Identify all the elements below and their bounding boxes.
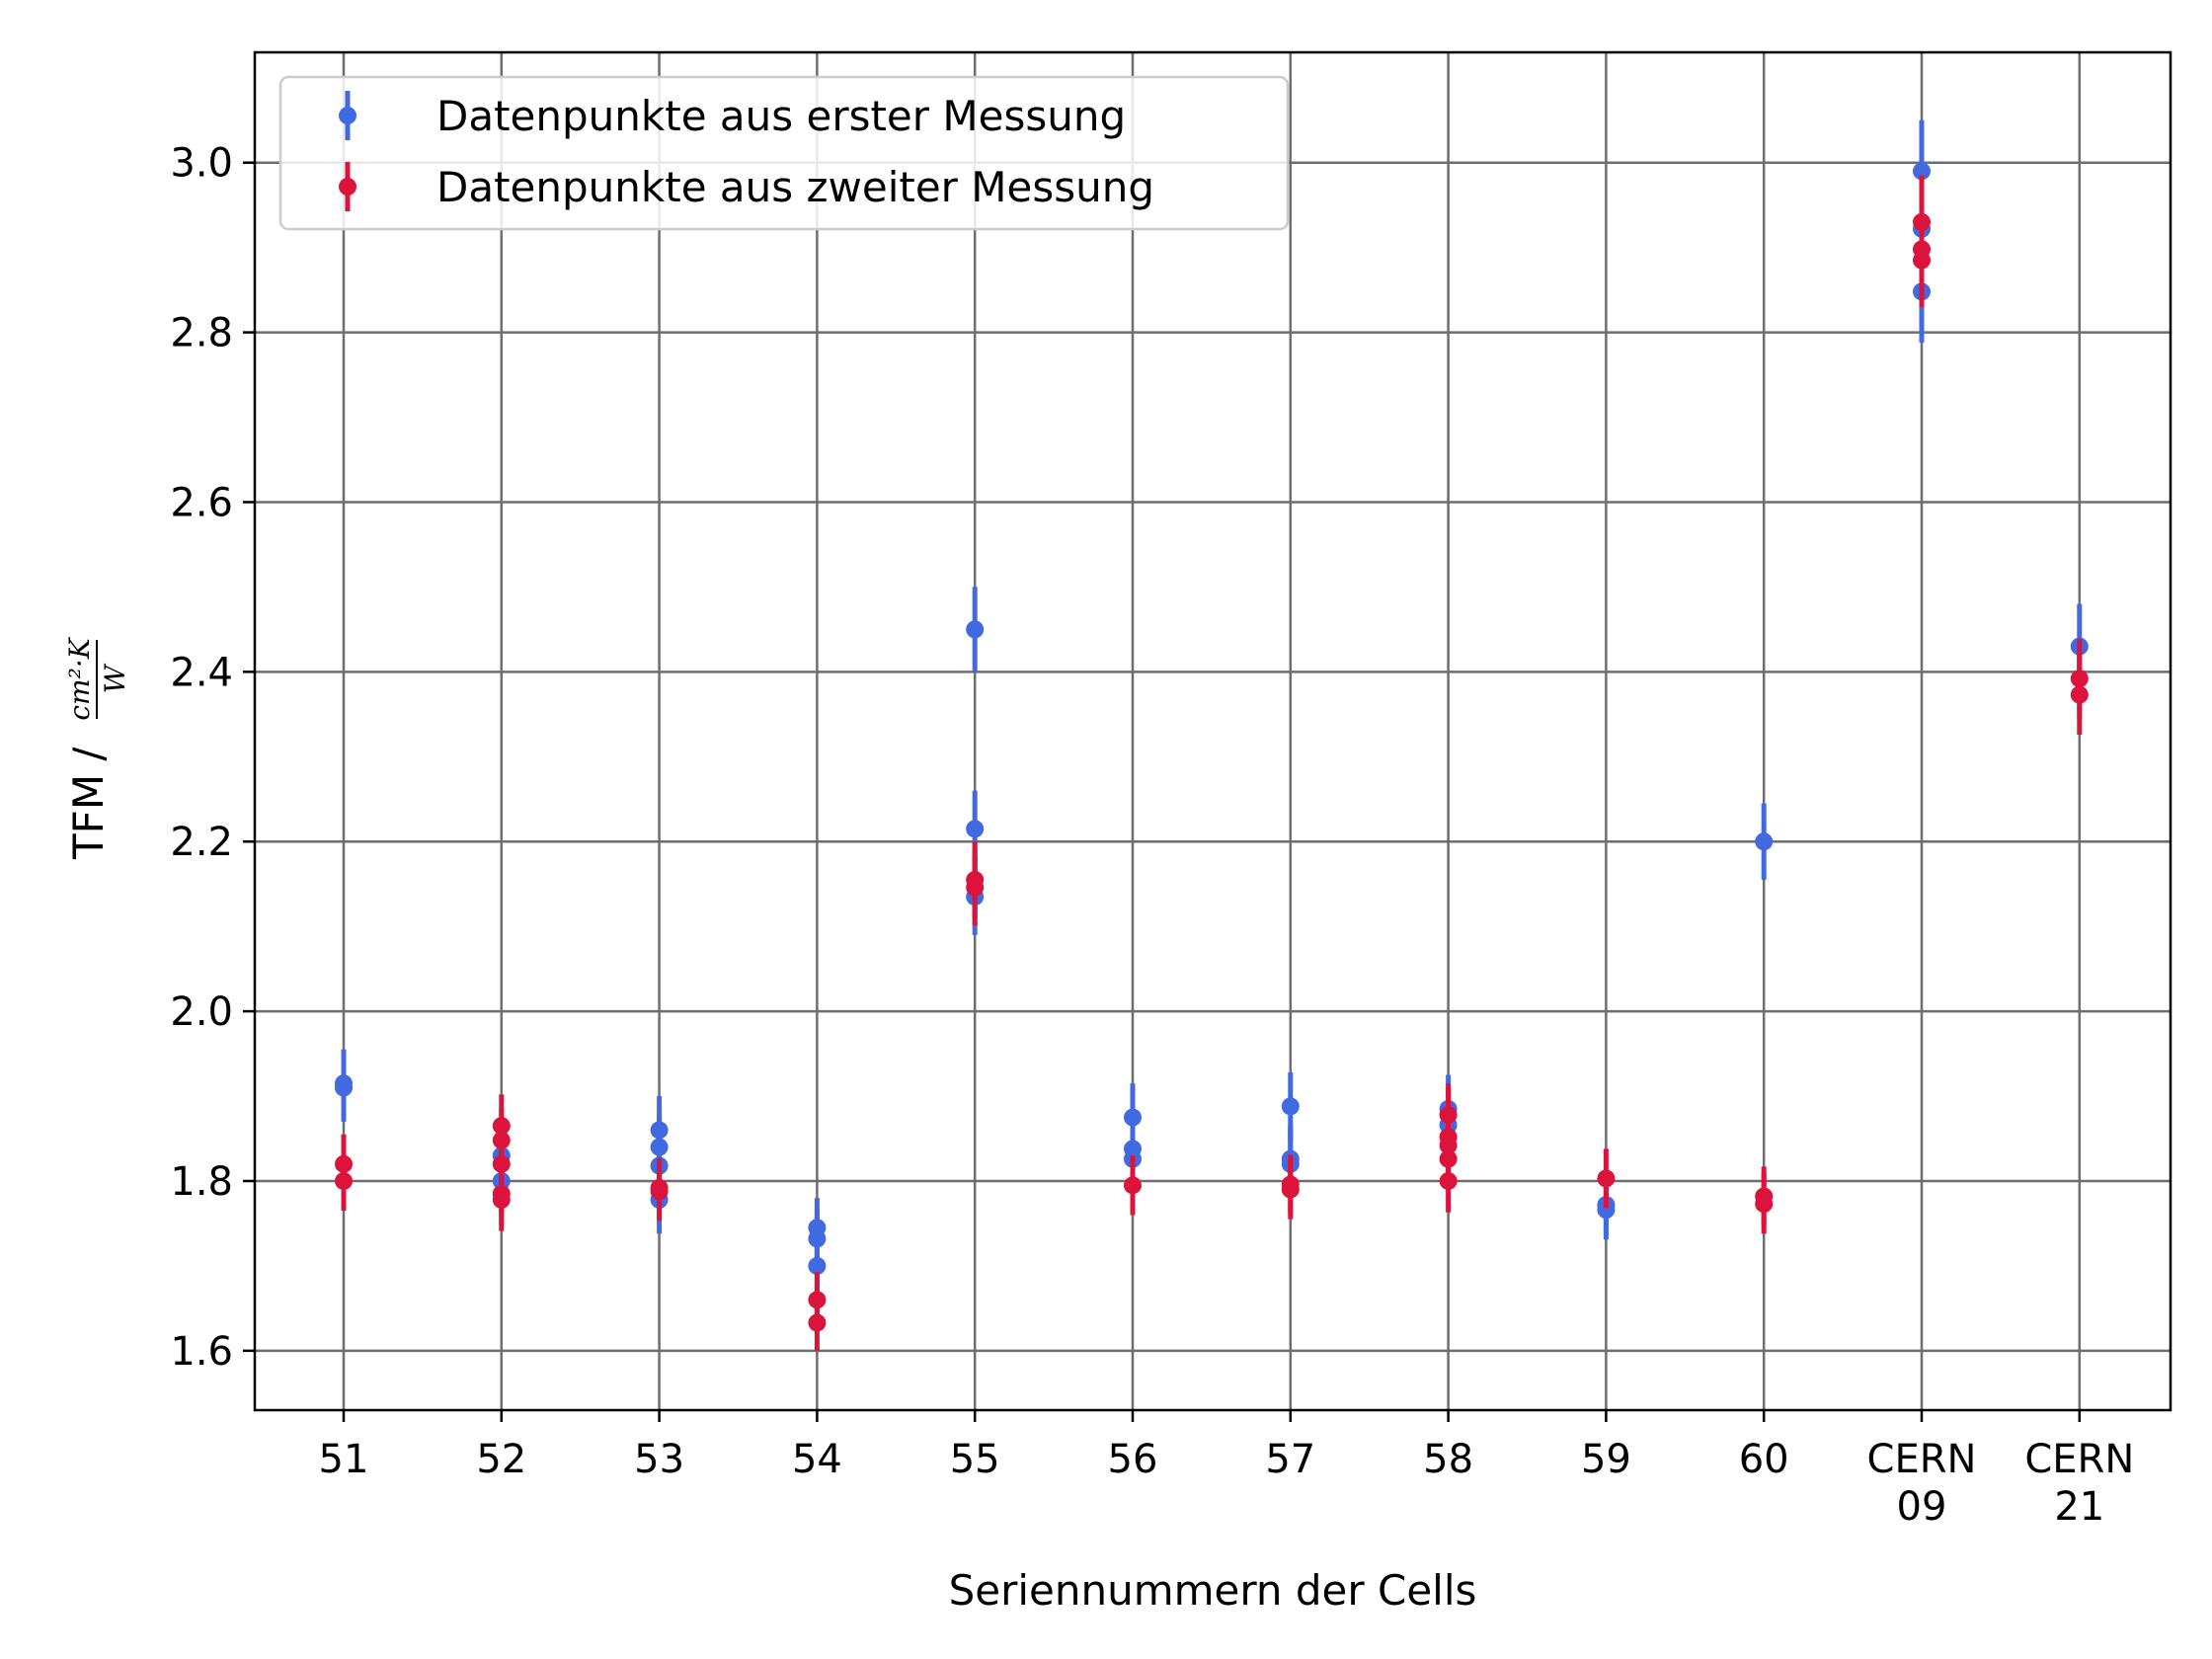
x-tick-label: 51 bbox=[319, 1437, 369, 1482]
data-point bbox=[335, 1154, 353, 1173]
data-point bbox=[808, 1256, 827, 1275]
data-point bbox=[808, 1291, 827, 1309]
x-tick-label-line: 59 bbox=[1581, 1437, 1631, 1482]
data-point bbox=[1755, 1195, 1774, 1214]
x-tick-label: 60 bbox=[1739, 1437, 1789, 1482]
x-tick-label-line: 57 bbox=[1265, 1437, 1315, 1482]
data-point bbox=[1439, 1105, 1458, 1124]
y-axis-unit-denominator: W bbox=[99, 663, 131, 693]
legend-marker bbox=[339, 178, 356, 196]
data-point bbox=[1439, 1171, 1458, 1190]
x-tick-label: 54 bbox=[792, 1437, 842, 1482]
data-point bbox=[1124, 1176, 1142, 1195]
x-tick-label-line: 52 bbox=[476, 1437, 526, 1482]
data-point bbox=[1755, 832, 1774, 851]
y-axis-label-text: TFM / bbox=[64, 747, 113, 860]
legend: Datenpunkte aus erster Messung Datenpunkt… bbox=[278, 75, 1290, 231]
grid bbox=[255, 52, 2171, 1410]
x-tick-label-line: 55 bbox=[950, 1437, 1000, 1482]
x-tick-label-line: 51 bbox=[319, 1437, 369, 1482]
legend-marker bbox=[339, 107, 356, 124]
series-2 bbox=[335, 175, 2089, 1351]
data-point bbox=[1439, 1149, 1458, 1168]
x-tick-label-line: 60 bbox=[1739, 1437, 1789, 1482]
data-point bbox=[1439, 1136, 1458, 1154]
data-point bbox=[1281, 1097, 1300, 1116]
x-tick-label: CERN 09 bbox=[1867, 1437, 1977, 1530]
legend-label: Datenpunkte aus erster Messung bbox=[436, 92, 1126, 140]
data-point bbox=[1124, 1108, 1142, 1127]
x-tick-label: 57 bbox=[1265, 1437, 1315, 1482]
x-tick-label-line: 21 bbox=[2054, 1484, 2104, 1530]
data-point bbox=[650, 1138, 669, 1156]
data-point bbox=[808, 1229, 827, 1248]
legend-box bbox=[278, 75, 1290, 231]
data-point bbox=[808, 1313, 827, 1332]
x-tick-label: 59 bbox=[1581, 1437, 1631, 1482]
x-axis-label: Seriennummern der Cells bbox=[949, 1566, 1477, 1615]
x-tick-label: 53 bbox=[634, 1437, 684, 1482]
data-point bbox=[650, 1182, 669, 1201]
x-tick-label: 56 bbox=[1108, 1437, 1158, 1482]
data-point bbox=[492, 1190, 511, 1209]
data-point bbox=[1913, 212, 1931, 231]
y-tick-label: 1.6 bbox=[170, 1329, 233, 1375]
legend-entry-1: Datenpunkte aus erster Messung bbox=[339, 91, 1126, 140]
data-point bbox=[2070, 670, 2089, 688]
x-tick-label-line: 56 bbox=[1108, 1437, 1158, 1482]
x-tick-label-line: 54 bbox=[792, 1437, 842, 1482]
data-point bbox=[966, 620, 985, 639]
data-marks bbox=[335, 119, 2089, 1351]
y-tick-label: 2.2 bbox=[170, 820, 233, 865]
data-point bbox=[1913, 162, 1931, 181]
x-tick-label: 58 bbox=[1423, 1437, 1473, 1482]
data-point bbox=[650, 1121, 669, 1140]
data-point bbox=[492, 1117, 511, 1136]
x-tick-label: CERN 21 bbox=[2024, 1437, 2134, 1530]
data-point bbox=[1281, 1180, 1300, 1199]
x-tick-label-line: 53 bbox=[634, 1437, 684, 1482]
x-tick-label: 52 bbox=[476, 1437, 526, 1482]
y-tick-label: 1.8 bbox=[170, 1159, 233, 1205]
data-point bbox=[2070, 685, 2089, 704]
legend-entry-2: Datenpunkte aus zweiter Messung bbox=[339, 162, 1154, 211]
y-tick-label: 3.0 bbox=[170, 141, 233, 187]
data-point bbox=[492, 1131, 511, 1149]
y-tick-label: 2.0 bbox=[170, 989, 233, 1035]
x-tick-label-line: 09 bbox=[1897, 1484, 1947, 1530]
data-point bbox=[335, 1074, 353, 1093]
x-tick-label-line: CERN bbox=[2024, 1437, 2134, 1482]
y-tick-label: 2.4 bbox=[170, 650, 233, 695]
y-axis-unit-numerator: cm²·K bbox=[63, 636, 96, 720]
data-point bbox=[1913, 251, 1931, 270]
data-point bbox=[335, 1171, 353, 1190]
y-axis-label: TFM / cm²·K W bbox=[63, 636, 131, 860]
y-tick-label: 2.6 bbox=[170, 480, 233, 525]
y-tick-label: 2.8 bbox=[170, 311, 233, 356]
x-tick-label: 55 bbox=[950, 1437, 1000, 1482]
data-point bbox=[966, 820, 985, 838]
data-point bbox=[1597, 1169, 1616, 1188]
data-point bbox=[1597, 1201, 1616, 1220]
x-tick-label-line: CERN bbox=[1867, 1437, 1977, 1482]
data-point bbox=[492, 1154, 511, 1173]
x-tick-label-line: 58 bbox=[1423, 1437, 1473, 1482]
legend-label: Datenpunkte aus zweiter Messung bbox=[436, 163, 1154, 211]
plot-frame bbox=[253, 50, 2172, 1412]
data-point bbox=[966, 878, 985, 897]
